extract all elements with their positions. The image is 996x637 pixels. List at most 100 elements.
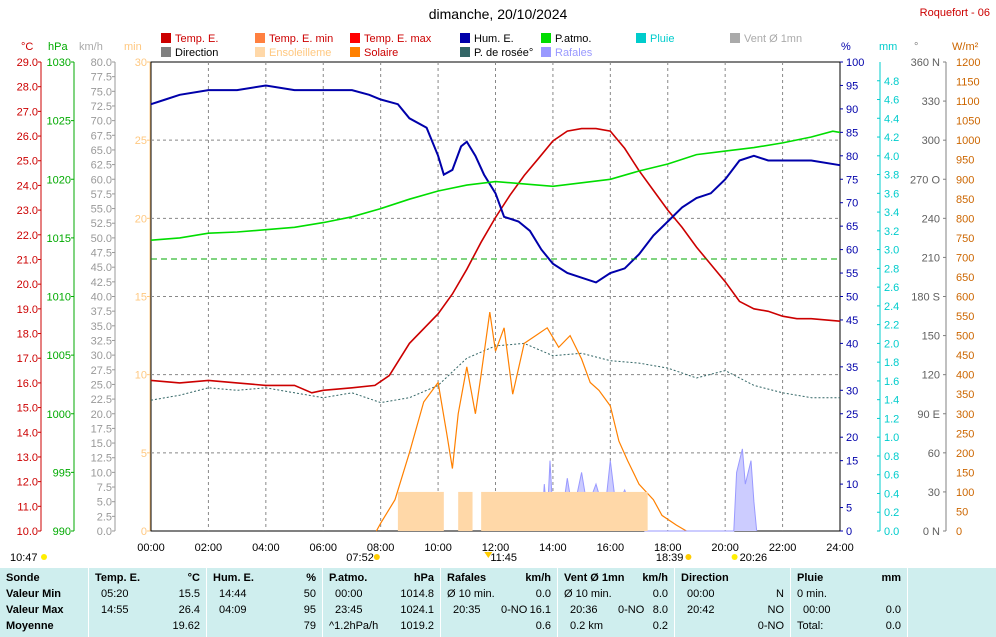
unit-direction: °	[914, 41, 918, 53]
legend-swatch	[541, 47, 551, 57]
legend-label: Temp. E.	[175, 33, 218, 45]
tick-label-temp: 11.0	[17, 501, 38, 513]
stats-title: Pluie	[797, 572, 824, 584]
moonrise-time: 20:26	[740, 552, 768, 564]
tick-label-direction: 30	[928, 487, 940, 499]
stats-unit: %	[306, 572, 316, 584]
tick-label-rain: 4.0	[884, 151, 899, 163]
tick-label-sunshine: 10	[135, 370, 147, 382]
stats-unit: °C	[187, 572, 200, 584]
tick-label-temp: 25.0	[17, 156, 38, 168]
stats-value: 0.0	[652, 588, 668, 600]
tick-label-pressure: 1015	[47, 233, 71, 245]
tick-label-solar: 900	[956, 174, 974, 186]
solar-noon-time: 11:45	[490, 552, 517, 564]
tick-label-rain: 3.4	[884, 207, 899, 219]
stats-time: 14:55	[101, 604, 129, 616]
tick-label-sunshine: 25	[135, 135, 147, 147]
tick-label-wind: 60.0	[91, 174, 112, 186]
series-humidity	[150, 84, 841, 284]
stats-unit: km/h	[642, 572, 668, 584]
stats-title: Sonde	[6, 572, 40, 584]
tick-label-wind: 80.0	[91, 57, 112, 69]
tick-label-wind: 67.5	[91, 130, 112, 142]
tick-label-temp: 22.0	[17, 230, 38, 242]
tick-label-sunshine: 15	[135, 292, 147, 304]
tick-label-temp: 18.0	[17, 329, 38, 341]
tick-label-pressure: 1030	[47, 57, 71, 69]
stats-distance: 0.2 km	[570, 620, 604, 632]
series-dewpoint	[150, 342, 840, 404]
x-tick-label: 02:00	[195, 542, 223, 554]
legend-swatch	[255, 33, 265, 43]
legend-swatch	[350, 33, 360, 43]
stats-value: 0.2	[652, 620, 668, 632]
stats-value: 1024.1	[400, 604, 434, 616]
stats-label: Valeur Max	[6, 604, 64, 616]
tick-label-rain: 4.2	[884, 132, 899, 144]
stats-dir: 0-NO	[501, 604, 528, 616]
tick-label-rain: 0.4	[884, 488, 899, 500]
tick-label-direction: 330	[922, 96, 940, 108]
tick-label-solar: 400	[956, 370, 974, 382]
stats-dir: 0-NO	[618, 604, 645, 616]
solar-noon-icon	[484, 552, 493, 558]
stats-col-dir: Direction 00:00 N 20:42 NO 0-NO	[675, 568, 791, 637]
legend-swatch	[541, 33, 551, 43]
tick-label-wind: 70.0	[91, 116, 112, 128]
stats-label: Valeur Min	[6, 588, 62, 600]
tick-label-rain: 2.6	[884, 282, 899, 294]
tick-label-humidity: 15	[846, 456, 858, 468]
tick-label-pressure: 1005	[47, 350, 71, 362]
tick-label-wind: 47.5	[91, 248, 112, 260]
x-tick-label: 14:00	[539, 542, 567, 554]
tick-label-solar: 800	[956, 213, 974, 225]
x-axis: 00:00 02:00 04:00 06:00 08:00 10:00 12:00 14:00…	[137, 542, 854, 554]
tick-label-direction: 120	[922, 370, 940, 382]
tick-label-rain: 0.0	[884, 526, 899, 538]
chart-title: dimanche, 20/10/2024	[429, 6, 568, 22]
tick-label-solar: 600	[956, 292, 974, 304]
tick-label-rain: 3.6	[884, 188, 899, 200]
legend-label: Ensoleilleme	[269, 47, 331, 59]
tick-label-rain: 0.2	[884, 507, 899, 519]
tick-label-wind: 12.5	[91, 453, 112, 465]
stats-value: 0.0	[885, 620, 901, 632]
stats-value: 16.1	[529, 604, 551, 616]
stats-title: Temp. E.	[95, 572, 141, 584]
stats-time: 20:42	[687, 604, 715, 616]
tick-label-wind: 35.0	[91, 321, 112, 333]
stats-col-sonde: Sonde Valeur Min Valeur Max Moyenne	[0, 568, 89, 637]
stats-unit: km/h	[525, 572, 551, 584]
unit-sunshine: min	[124, 41, 142, 53]
tick-label-wind: 40.0	[91, 292, 112, 304]
tick-label-solar: 550	[956, 311, 974, 323]
stats-value: 1019.2	[400, 620, 434, 632]
stats-title: P.atmo.	[329, 572, 368, 584]
legend-swatch	[460, 47, 470, 57]
tick-label-humidity: 35	[846, 362, 858, 374]
tick-label-humidity: 60	[846, 245, 858, 257]
stats-time: 00:00	[687, 588, 715, 600]
stats-col-wind: Vent Ø 1mn km/h Ø 10 min. 0.0 20:36 0-NO 8.0…	[558, 568, 675, 637]
tick-label-temp: 15.0	[17, 403, 38, 415]
tick-label-temp: 27.0	[17, 106, 38, 118]
tick-label-temp: 28.0	[17, 82, 38, 94]
tick-label-solar: 1150	[956, 77, 980, 89]
tick-label-solar: 0	[956, 526, 962, 538]
tick-label-wind: 65.0	[91, 145, 112, 157]
grid-lines	[151, 62, 840, 531]
tick-label-solar: 650	[956, 272, 974, 284]
moonrise-icon	[731, 554, 738, 560]
axis-unit-labels: °C hPa km/h min% mm ° W/m²	[21, 41, 979, 53]
tick-label-rain: 2.4	[884, 301, 899, 313]
tick-label-wind: 15.0	[91, 438, 112, 450]
tick-label-solar: 1000	[956, 135, 980, 147]
sunshine-block	[458, 491, 473, 531]
stats-value: 19.62	[172, 620, 200, 632]
tick-label-wind: 10.0	[91, 467, 112, 479]
stats-value: NO	[767, 604, 785, 616]
tick-label-sunshine: 20	[135, 213, 147, 225]
tick-label-solar: 300	[956, 409, 974, 421]
stats-col-gust: Rafales km/h Ø 10 min. 0.0 20:35 0-NO 16.1 0…	[441, 568, 558, 637]
